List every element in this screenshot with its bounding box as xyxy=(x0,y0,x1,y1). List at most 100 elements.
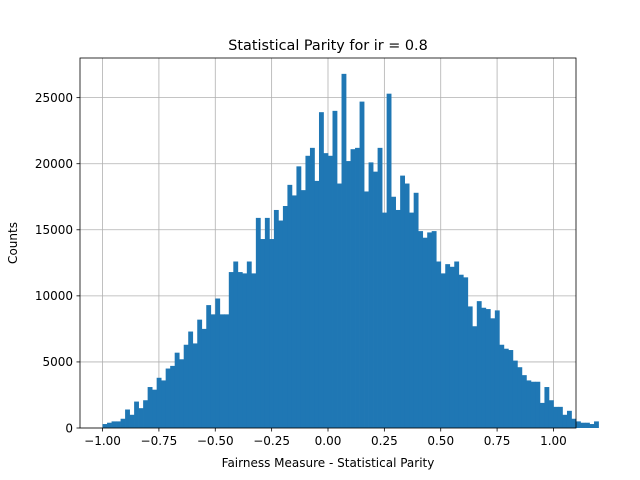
histogram-bar xyxy=(562,414,568,428)
histogram-bar xyxy=(287,184,293,428)
histogram-bar xyxy=(440,273,446,428)
histogram-bar xyxy=(512,360,518,428)
histogram-bar xyxy=(526,380,532,428)
x-tick-label: −1.00 xyxy=(84,434,121,448)
histogram-bar xyxy=(494,310,500,428)
histogram-bar xyxy=(107,422,112,428)
histogram-bar xyxy=(449,266,455,428)
histogram-bar xyxy=(237,272,243,428)
histogram-bar xyxy=(553,406,559,428)
histogram-bar xyxy=(337,183,342,428)
histogram-bar xyxy=(255,217,261,428)
histogram-bar xyxy=(566,410,572,428)
histogram-bar xyxy=(530,381,536,428)
y-tick-label: 20000 xyxy=(35,157,73,171)
histogram-bar xyxy=(355,147,360,428)
histogram-bar xyxy=(215,298,221,428)
histogram-bar xyxy=(350,149,356,428)
histogram-bar xyxy=(373,171,378,428)
histogram-bar xyxy=(476,301,482,428)
histogram-bar xyxy=(152,389,158,428)
histogram-bar xyxy=(499,344,505,428)
histogram-bar xyxy=(557,406,563,428)
histogram-bar xyxy=(418,231,424,428)
histogram-bar xyxy=(134,401,139,428)
histogram-bar xyxy=(129,414,135,428)
histogram-bar xyxy=(395,209,401,428)
histogram-bar xyxy=(318,112,324,428)
histogram-bar xyxy=(472,326,478,428)
y-tick-label: 5000 xyxy=(42,355,73,369)
histogram-bar xyxy=(359,101,365,428)
histogram-bar xyxy=(143,400,148,428)
histogram-bar xyxy=(192,343,198,428)
histogram-bar xyxy=(233,261,239,428)
histogram-bar xyxy=(138,408,144,428)
histogram-bar xyxy=(431,231,437,428)
histogram-bar xyxy=(585,422,590,428)
histogram-bar xyxy=(269,239,275,428)
histogram-bar xyxy=(179,359,185,428)
histogram-bar xyxy=(544,387,550,428)
histogram-bar xyxy=(219,314,225,428)
histogram-bar xyxy=(165,368,171,428)
histogram-bar xyxy=(323,153,329,428)
histogram-bar xyxy=(246,261,252,428)
histogram-bar xyxy=(328,155,333,429)
histogram-bar xyxy=(445,264,451,428)
histogram-bar xyxy=(580,422,586,428)
histogram-bar xyxy=(291,195,297,428)
histogram-bar xyxy=(409,212,415,428)
histogram-bar xyxy=(278,220,284,428)
histogram-bar xyxy=(436,261,442,428)
histogram-bar xyxy=(382,212,387,428)
histogram-bar xyxy=(116,421,121,428)
histogram-bar xyxy=(386,93,392,428)
histogram-bar xyxy=(467,306,473,428)
histogram-bar xyxy=(391,196,396,428)
histogram-bar xyxy=(224,314,230,428)
histogram-bar xyxy=(260,239,266,428)
x-tick-label: 0.75 xyxy=(484,434,511,448)
histogram-bar xyxy=(147,387,153,428)
histogram-bar xyxy=(458,274,464,428)
histogram-bar xyxy=(314,180,320,428)
histogram-bar xyxy=(485,309,491,428)
histogram-bar xyxy=(183,344,189,428)
histogram-bar xyxy=(210,314,216,428)
histogram-bar xyxy=(170,365,176,428)
histogram-bar xyxy=(576,421,581,428)
histogram-bar xyxy=(125,409,130,428)
y-tick-label: 10000 xyxy=(35,289,73,303)
histogram-bar xyxy=(427,232,433,428)
y-tick-label: 0 xyxy=(65,421,73,435)
histogram-bar xyxy=(346,161,351,429)
histogram-bar xyxy=(242,273,248,428)
x-tick-label: 0.00 xyxy=(315,434,342,448)
histogram-bar xyxy=(309,147,315,428)
chart-title: Statistical Parity for ir = 0.8 xyxy=(228,38,428,54)
histogram-bar xyxy=(490,318,496,428)
histogram-bars xyxy=(102,73,599,429)
histogram-bar xyxy=(305,155,311,429)
histogram-bar xyxy=(481,307,487,428)
histogram-bar xyxy=(404,183,410,428)
histogram-bar xyxy=(251,273,257,428)
y-axis: 0 5000 10000 15000 20000 25000 xyxy=(35,91,80,435)
histogram-bar xyxy=(156,377,162,428)
x-axis: −1.00 −0.75 −0.50 −0.25 0.00 0.25 0.50 0.75 1.00 xyxy=(84,428,567,448)
histogram-bar xyxy=(264,217,270,428)
histogram-bar xyxy=(120,418,126,428)
histogram-bar xyxy=(201,328,207,428)
y-tick-label: 25000 xyxy=(35,91,73,105)
y-tick-label: 15000 xyxy=(35,223,73,237)
histogram-bar xyxy=(589,424,595,428)
histogram-bar xyxy=(341,73,347,428)
histogram-bar xyxy=(535,381,541,428)
histogram-bar xyxy=(508,350,514,428)
x-tick-label: −0.50 xyxy=(197,434,234,448)
histogram-bar xyxy=(102,424,108,428)
x-tick-label: 0.50 xyxy=(427,434,454,448)
histogram-bar xyxy=(594,421,599,428)
